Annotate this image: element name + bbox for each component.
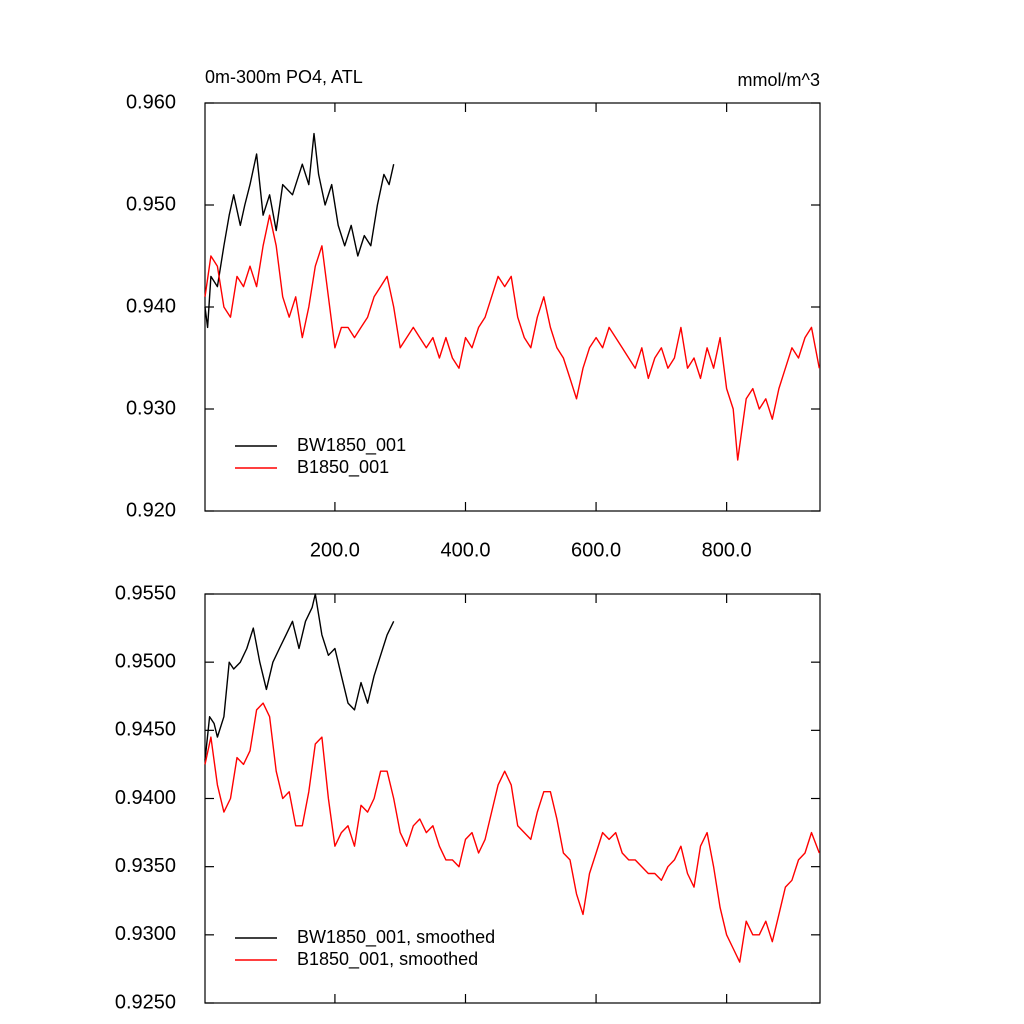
y-tick-label: 0.9400 [115, 787, 176, 809]
y-tick-label: 0.9450 [115, 719, 176, 741]
x-tick-label: 200.0 [310, 539, 360, 561]
legend-label: BW1850_001 [297, 435, 406, 456]
y-tick-label: 0.940 [126, 295, 176, 317]
series-line [204, 132, 395, 329]
x-tick-label: 600.0 [571, 539, 621, 561]
series-line [204, 702, 820, 963]
series-line [204, 593, 395, 761]
y-tick-label: 0.930 [126, 397, 176, 419]
units-label: mmol/m^3 [738, 70, 820, 90]
legend-label: B1850_001 [297, 457, 389, 478]
chart-title: 0m-300m PO4, ATL [205, 67, 363, 87]
y-tick-label: 0.9550 [115, 582, 176, 604]
y-tick-label: 0.9350 [115, 855, 176, 877]
x-tick-label: 400.0 [440, 539, 490, 561]
legend-label: B1850_001, smoothed [297, 949, 478, 970]
y-tick-label: 0.9500 [115, 650, 176, 672]
x-tick-label: 800.0 [702, 539, 752, 561]
y-tick-label: 0.9250 [115, 991, 176, 1013]
y-tick-label: 0.9300 [115, 923, 176, 945]
series-line [204, 214, 820, 461]
y-tick-label: 0.960 [126, 91, 176, 113]
y-tick-label: 0.920 [126, 499, 176, 521]
y-tick-label: 0.950 [126, 193, 176, 215]
legend-label: BW1850_001, smoothed [297, 927, 495, 948]
